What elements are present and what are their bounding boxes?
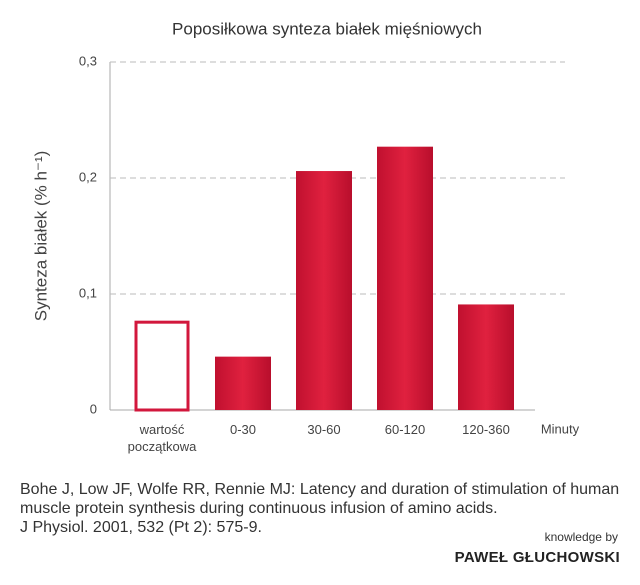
brand-name: PAWEŁ GŁUCHOWSKI	[454, 549, 620, 566]
bar	[296, 171, 352, 410]
y-tick-label: 0	[90, 401, 97, 416]
x-tick-label: wartość początkowa	[127, 422, 197, 454]
bar	[134, 320, 190, 412]
x-tick-label: 30-60	[307, 422, 341, 437]
y-tick-label: 0,2	[79, 169, 97, 184]
x-axis-label: Minuty	[541, 421, 580, 436]
source-line: Bohe J, Low JF, Wolfe RR, Rennie MJ: Lat…	[20, 481, 620, 517]
bar	[458, 304, 514, 410]
bar	[215, 356, 271, 410]
x-tick-label: 0-30	[229, 422, 257, 437]
bar	[377, 146, 433, 410]
y-tick-label: 0,1	[79, 285, 97, 300]
x-tick-label: 60-120	[384, 422, 426, 437]
chart-title: Poposiłkowa synteza białek mięśniowych	[172, 19, 482, 38]
y-tick-label: 0,3	[79, 53, 97, 68]
source: Bohe J, Low JF, Wolfe RR, Rennie MJ: Lat…	[20, 480, 630, 537]
source-line: J Physiol. 2001, 532 (Pt 2): 575-9.	[20, 519, 262, 536]
x-tick-label: 120-360	[462, 422, 510, 437]
y-axis-label: Synteza białek (% h⁻¹)	[31, 151, 50, 322]
tagline: knowledge by	[544, 530, 618, 544]
chart: Poposiłkowa synteza białek mięśniowych S…	[31, 19, 580, 436]
